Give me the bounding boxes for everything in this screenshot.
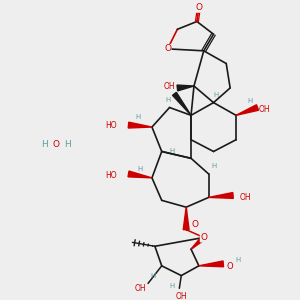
- Text: O: O: [164, 44, 171, 53]
- Polygon shape: [183, 207, 189, 230]
- Text: O: O: [195, 3, 203, 12]
- Text: H: H: [169, 148, 174, 154]
- Text: OH: OH: [176, 292, 187, 300]
- Text: H: H: [211, 163, 216, 169]
- Text: H: H: [138, 166, 143, 172]
- Text: OH: OH: [259, 105, 270, 114]
- Text: HO: HO: [105, 121, 117, 130]
- Text: H: H: [41, 140, 48, 149]
- Text: HO: HO: [105, 171, 117, 180]
- Polygon shape: [208, 193, 233, 198]
- Text: O: O: [200, 233, 207, 242]
- Polygon shape: [128, 122, 152, 128]
- Text: H: H: [247, 98, 252, 104]
- Polygon shape: [199, 261, 224, 267]
- Text: OH: OH: [240, 193, 252, 202]
- Polygon shape: [236, 105, 259, 115]
- Text: H: H: [150, 273, 156, 279]
- Polygon shape: [177, 85, 194, 91]
- Text: O: O: [53, 140, 60, 149]
- Text: OH: OH: [134, 284, 146, 293]
- Text: H: H: [235, 257, 241, 263]
- Text: O: O: [191, 220, 199, 229]
- Text: O: O: [227, 262, 233, 271]
- Text: H: H: [136, 114, 141, 120]
- Text: H: H: [169, 283, 174, 289]
- Text: H: H: [165, 97, 170, 103]
- Polygon shape: [191, 236, 206, 249]
- Text: OH: OH: [164, 82, 176, 91]
- Text: H: H: [214, 92, 219, 98]
- Text: H: H: [64, 140, 71, 149]
- Polygon shape: [172, 92, 191, 115]
- Polygon shape: [128, 171, 152, 178]
